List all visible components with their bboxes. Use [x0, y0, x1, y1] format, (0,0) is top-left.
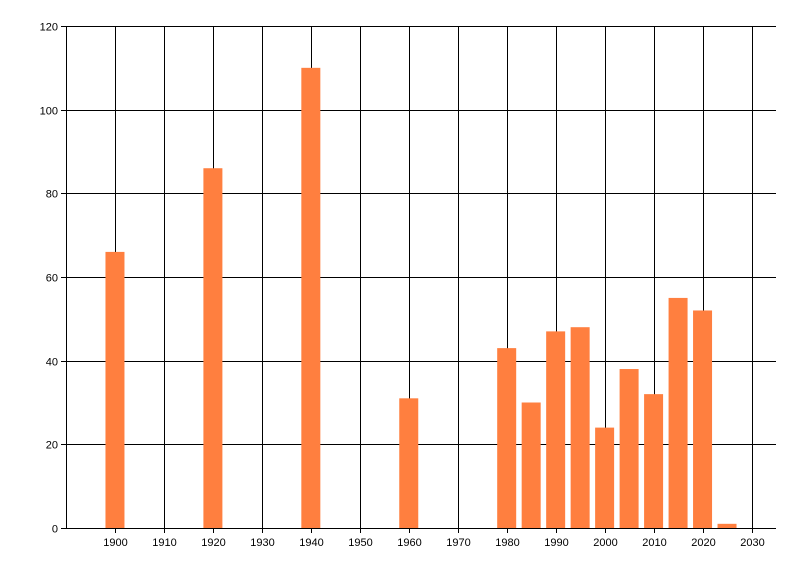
y-tick-label: 120	[40, 22, 58, 34]
x-tick-label: 1980	[495, 537, 519, 549]
x-tick-label: 2010	[642, 537, 666, 549]
x-tick-label: 1920	[201, 537, 225, 549]
bar	[399, 398, 419, 528]
x-tick-label: 1990	[544, 537, 568, 549]
bar	[595, 427, 615, 528]
x-tick-label: 1950	[348, 537, 372, 549]
y-tick-label: 20	[46, 440, 58, 452]
y-tick-label: 0	[52, 524, 58, 536]
x-tick-label: 1910	[152, 537, 176, 549]
x-tick-label: 1940	[299, 537, 323, 549]
x-tick-label: 1900	[103, 537, 127, 549]
axes	[61, 26, 776, 533]
bar	[717, 523, 737, 528]
y-tick-label: 100	[40, 106, 58, 118]
tick-labels: 0 20 40 60 80 100 120 1900 1910 1920 1930 1940 1950 1…	[40, 22, 765, 550]
bar	[619, 369, 639, 528]
x-tick-label: 1960	[397, 537, 421, 549]
bar	[105, 251, 125, 528]
bar	[497, 348, 517, 528]
x-tick-label: 1970	[446, 537, 470, 549]
bar	[546, 331, 566, 528]
y-tick-label: 60	[46, 273, 58, 285]
bar	[570, 327, 590, 528]
y-tick-label: 40	[46, 357, 58, 369]
y-tick-label: 80	[46, 189, 58, 201]
bars	[105, 67, 737, 529]
bar	[693, 310, 713, 528]
bar	[644, 394, 664, 528]
bar	[668, 297, 688, 528]
bar	[521, 402, 541, 528]
x-tick-label: 2030	[740, 537, 764, 549]
bar	[203, 168, 223, 529]
bar	[301, 67, 321, 528]
x-tick-label: 1930	[250, 537, 274, 549]
x-tick-label: 2020	[691, 537, 715, 549]
x-tick-label: 2000	[593, 537, 617, 549]
